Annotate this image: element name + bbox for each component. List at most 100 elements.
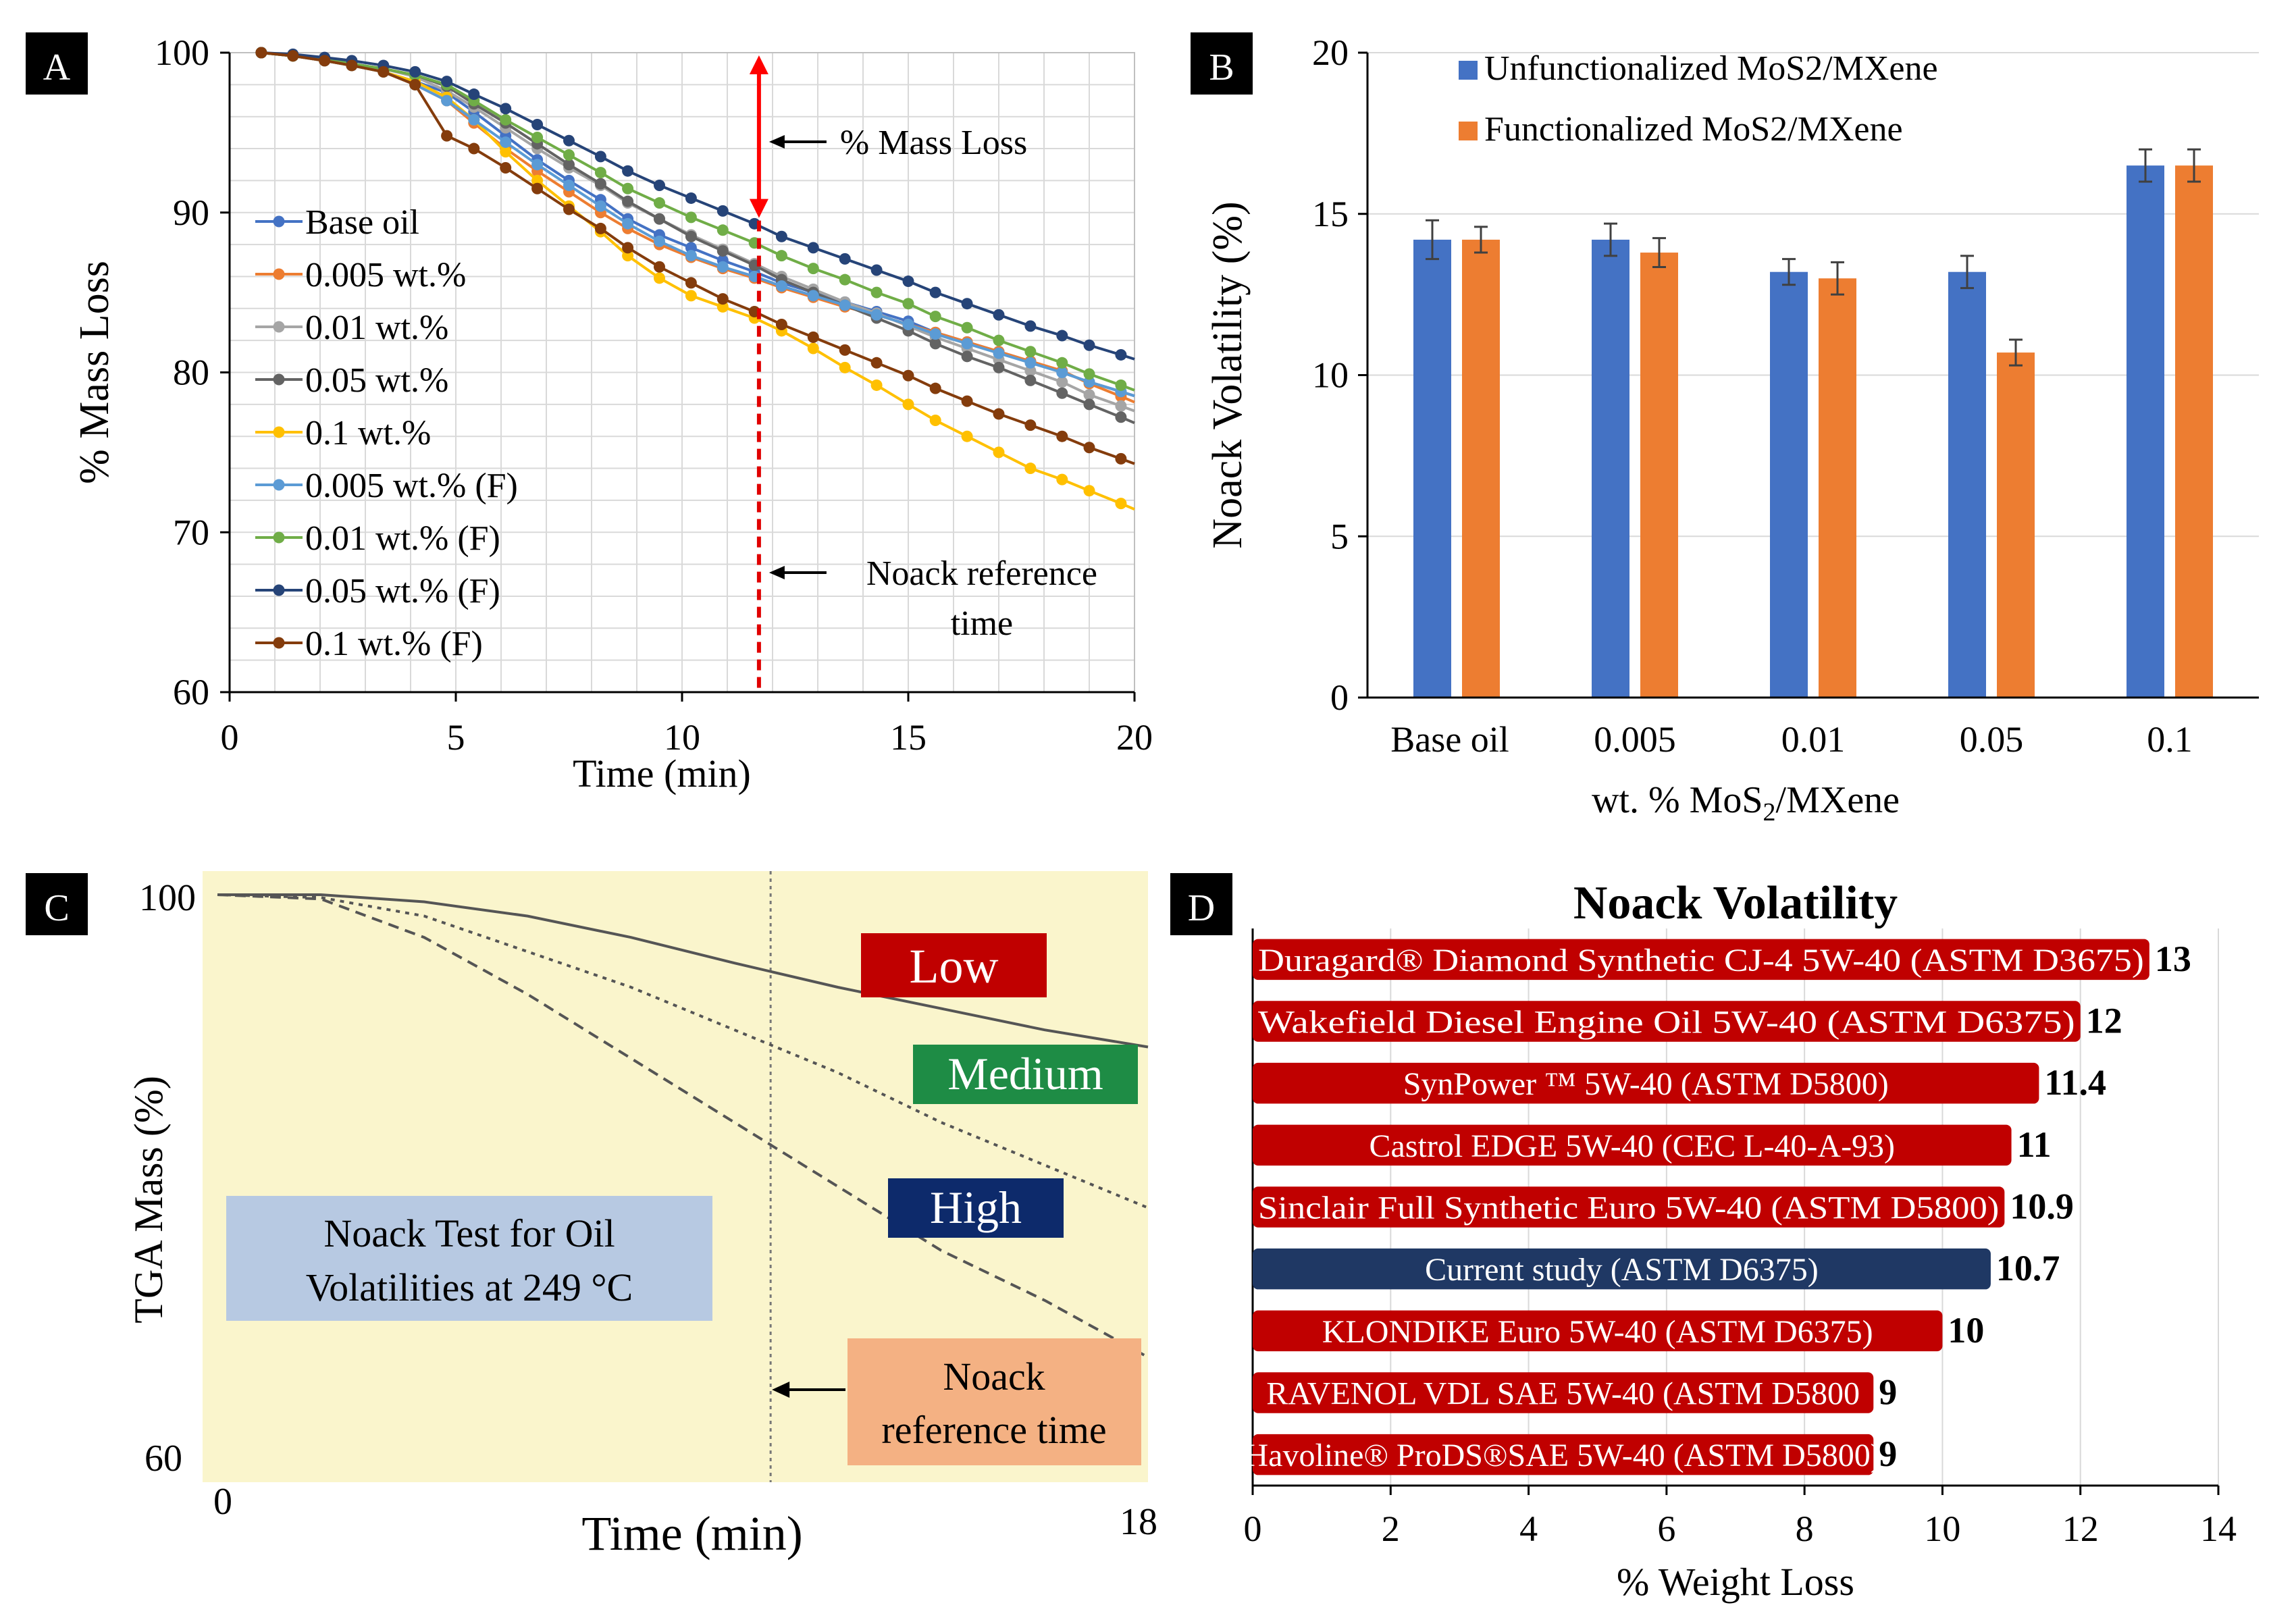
category-tag-label: Medium: [947, 1048, 1103, 1099]
data-point: [531, 131, 544, 143]
data-point: [468, 88, 480, 101]
data-point: [993, 361, 1005, 373]
y-tick-label: 100: [155, 32, 209, 73]
data-point: [685, 250, 697, 262]
bar: [1640, 253, 1678, 698]
bar-label: Sinclair Full Synthetic Euro 5W-40 (ASTM…: [1258, 1190, 1999, 1226]
data-point: [1083, 398, 1095, 411]
y-tick-label: 10: [1312, 355, 1349, 396]
x-axis-title: wt. % MoS2/MXene: [1592, 779, 1900, 827]
data-point: [929, 382, 941, 394]
data-point: [685, 277, 697, 289]
data-point: [716, 205, 729, 217]
bar-label: Current study (ASTM D6375): [1425, 1252, 1819, 1288]
data-point: [622, 250, 634, 262]
data-point: [870, 379, 883, 391]
data-point: [807, 342, 819, 355]
data-point: [716, 224, 729, 236]
data-point: [961, 430, 973, 442]
volatility-curve: [217, 893, 1149, 1209]
x-tick-label: 4: [1519, 1509, 1538, 1549]
bar-value-label: 9: [1879, 1372, 1897, 1413]
x-tick-label: 18: [1120, 1501, 1157, 1543]
x-tick-label: 0: [221, 717, 239, 758]
annotation-noack-line2: time: [951, 604, 1013, 643]
data-point: [1056, 387, 1068, 399]
data-point: [500, 146, 512, 158]
data-point: [622, 242, 634, 254]
data-point: [1024, 346, 1037, 358]
x-tick-label: 14: [2200, 1509, 2237, 1549]
data-point: [500, 161, 512, 174]
data-point: [1024, 419, 1037, 431]
mass-loss-arrowhead-top: [749, 55, 768, 74]
bar-label: SynPower ™ 5W-40 (ASTM D5800): [1403, 1066, 1889, 1102]
panel-d-badge: [1170, 873, 1232, 935]
legend-marker: [273, 531, 285, 544]
data-point: [1056, 473, 1068, 486]
data-point: [654, 272, 665, 284]
y-axis-title: TGA Mass (%): [126, 1076, 171, 1324]
legend-label: Unfunctionalized MoS2/MXene: [1484, 49, 1938, 88]
x-tick-label: 15: [890, 717, 927, 758]
bar: [1253, 1062, 2039, 1104]
data-point: [1056, 367, 1068, 378]
data-point: [377, 66, 390, 78]
data-point: [961, 350, 973, 363]
data-point: [1083, 389, 1095, 401]
y-tick-label: 0: [1330, 677, 1349, 718]
bar-value-label: 12: [2086, 1001, 2122, 1041]
volatility-curve: [217, 893, 1149, 1359]
x-axis-title: Time (min): [573, 752, 751, 795]
data-point: [870, 286, 883, 298]
volatility-curve: [217, 893, 1149, 1049]
bar: [1253, 939, 2149, 980]
data-point: [870, 309, 883, 321]
data-point: [961, 321, 973, 334]
bar-label: Havoline® ProDS®SAE 5W-40 (ASTM D5800): [1245, 1438, 1881, 1473]
x-tick-label: 10: [1924, 1509, 1960, 1549]
y-axis-title: Noack Volatility (%): [1205, 201, 1251, 548]
x-tick-label: 0.05: [1960, 719, 2024, 760]
reference-arrowhead: [772, 1382, 790, 1398]
data-point: [1024, 365, 1037, 377]
y-tick-label: 60: [145, 1438, 182, 1479]
data-point: [441, 95, 453, 107]
legend-marker: [273, 426, 285, 438]
data-point: [622, 217, 634, 230]
data-point: [654, 180, 665, 192]
legend-marker: [273, 268, 285, 280]
y-tick-label: 90: [173, 192, 209, 233]
annotation-mass-loss: % Mass Loss: [840, 124, 1027, 162]
data-point: [654, 235, 665, 247]
legend-label: 0.05 wt.%: [305, 361, 448, 400]
data-point: [993, 446, 1005, 459]
data-point: [929, 338, 941, 350]
data-point: [839, 344, 851, 356]
data-point: [870, 264, 883, 276]
legend-label: Base oil: [305, 203, 419, 242]
category-tag-box: [861, 933, 1047, 997]
data-point: [902, 318, 914, 330]
data-point: [839, 253, 851, 265]
annotation-noack-line1: Noack reference: [866, 554, 1097, 593]
chart-title: Noack Volatility: [1573, 877, 1898, 929]
panel-d-letter: D: [1188, 887, 1215, 929]
x-tick-label: 10: [664, 717, 700, 758]
data-point: [685, 230, 697, 242]
panel-b: B 0 5 10 15 20 Noack Volatility (%) Base oil 0.…: [1191, 32, 2259, 827]
x-tick-label: 0: [213, 1481, 232, 1523]
bar: [1948, 271, 1986, 698]
panel-d: D Noack Volatility 0 2 4 6 8 10 12 14 % Weight Lo…: [1170, 873, 2237, 1604]
bar: [1770, 271, 1808, 698]
panel-a: A 0 5 10 15 20 60 70 80 90 100 Time (min) % Mass Lo…: [26, 32, 1153, 795]
bar-label: Castrol EDGE 5W-40 (CEC L-40-A-93): [1370, 1128, 1896, 1164]
data-point: [1024, 463, 1037, 475]
data-point: [654, 261, 665, 273]
data-point: [563, 149, 575, 161]
x-tick-label: 0.01: [1781, 719, 1846, 760]
bar: [2175, 165, 2213, 698]
bar: [1997, 352, 2035, 698]
legend-label: 0.01 wt.%: [305, 309, 448, 347]
